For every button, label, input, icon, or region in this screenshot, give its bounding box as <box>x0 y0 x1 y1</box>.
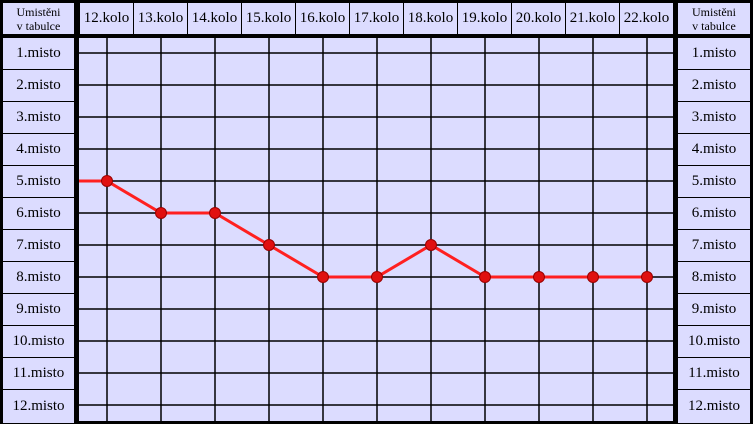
plot-background <box>79 38 673 421</box>
data-point <box>479 271 491 283</box>
data-point <box>533 271 545 283</box>
y-tick-label-right: 1.misto <box>678 38 750 69</box>
x-tick-label: 13.kolo <box>134 3 187 34</box>
data-point <box>425 239 437 251</box>
corner-line-2: v tabulce <box>692 18 736 33</box>
data-point <box>317 271 329 283</box>
data-point <box>155 207 167 219</box>
x-tick-label: 20.kolo <box>512 3 565 34</box>
y-tick-label-left: 8.misto <box>3 262 74 293</box>
data-point <box>371 271 383 283</box>
plot-area <box>79 38 673 421</box>
y-tick-label-right: 11.misto <box>678 358 750 389</box>
y-tick-label-left: 4.misto <box>3 134 74 165</box>
x-tick-label: 12.kolo <box>80 3 133 34</box>
corner-label-right: Umistěni v tabulce <box>678 3 750 34</box>
y-tick-label-left: 1.misto <box>3 38 74 69</box>
corner-line-1: Umistěni <box>692 4 736 19</box>
data-point <box>641 271 653 283</box>
y-tick-label-left: 2.misto <box>3 70 74 101</box>
x-tick-label: 22.kolo <box>620 3 673 34</box>
y-tick-label-left: 9.misto <box>3 294 74 325</box>
y-tick-label-right: 4.misto <box>678 134 750 165</box>
y-tick-label-left: 10.misto <box>3 326 74 357</box>
y-tick-label-right: 7.misto <box>678 230 750 261</box>
x-tick-label: 16.kolo <box>296 3 349 34</box>
y-tick-label-right: 6.misto <box>678 198 750 229</box>
y-tick-label-right: 3.misto <box>678 102 750 133</box>
corner-line-2: v tabulce <box>16 18 61 33</box>
y-tick-label-right: 2.misto <box>678 70 750 101</box>
x-tick-label: 14.kolo <box>188 3 241 34</box>
x-tick-label: 19.kolo <box>458 3 511 34</box>
corner-line-1: Umistěni <box>16 4 61 19</box>
y-tick-label-right: 9.misto <box>678 294 750 325</box>
y-tick-label-left: 11.misto <box>3 358 74 389</box>
series-line <box>79 179 647 279</box>
y-tick-label-left: 7.misto <box>3 230 74 261</box>
y-tick-label-right: 12.misto <box>678 390 750 423</box>
y-tick-label-left: 5.misto <box>3 166 74 197</box>
data-point <box>101 175 113 187</box>
y-tick-label-right: 5.misto <box>678 166 750 197</box>
x-tick-label: 21.kolo <box>566 3 619 34</box>
data-point <box>587 271 599 283</box>
y-tick-label-right: 10.misto <box>678 326 750 357</box>
y-tick-label-left: 3.misto <box>3 102 74 133</box>
x-tick-label: 15.kolo <box>242 3 295 34</box>
y-tick-label-right: 8.misto <box>678 262 750 293</box>
x-tick-label: 18.kolo <box>404 3 457 34</box>
data-point <box>209 207 221 219</box>
x-tick-label: 17.kolo <box>350 3 403 34</box>
data-point <box>263 239 275 251</box>
y-tick-label-left: 6.misto <box>3 198 74 229</box>
corner-label-left: Umistěni v tabulce <box>3 3 74 34</box>
y-tick-label-left: 12.misto <box>3 390 74 423</box>
